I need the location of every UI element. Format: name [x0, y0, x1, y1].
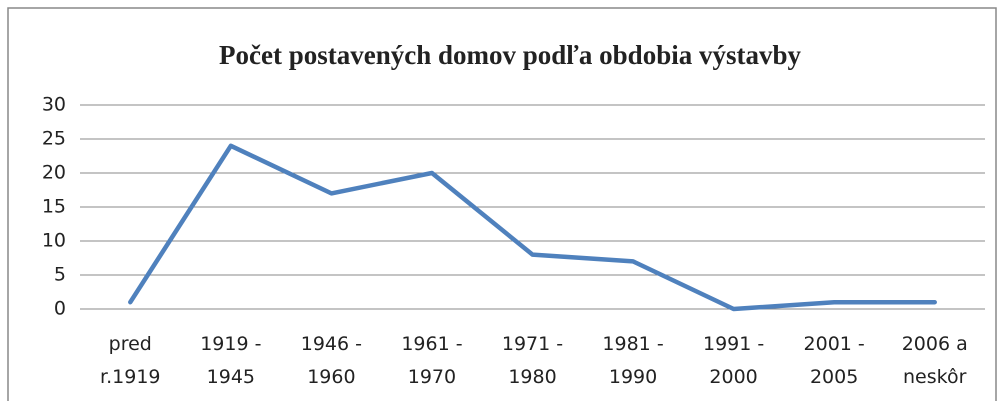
y-tick-label: 25 [42, 128, 66, 150]
data-line [128, 143, 937, 312]
y-tick-label: 5 [54, 264, 66, 286]
x-tick-label: 1946 - 1960 [300, 333, 362, 388]
x-tick-label: 2001 - 2005 [803, 333, 865, 388]
x-tick-label: 1981 - 1990 [602, 333, 664, 388]
y-tick-label: 30 [42, 94, 66, 116]
x-tick-label: 1961 - 1970 [401, 333, 463, 388]
y-tick-label: 15 [42, 196, 66, 218]
chart-title: Počet postavených domov podľa obdobia vý… [219, 40, 801, 70]
chart-frame [7, 7, 997, 401]
x-tick-label: 1971 - 1980 [501, 333, 564, 388]
y-tick-label: 0 [54, 298, 66, 320]
x-tick-label: 2006 a neskôr [901, 333, 968, 388]
y-tick-label: 10 [42, 230, 66, 252]
x-tick-label: 1991 - 2000 [702, 333, 765, 388]
y-tick-label: 20 [42, 162, 66, 184]
x-tick-label: pred r.1919 [100, 333, 161, 388]
x-tick-label: 1919 - 1945 [200, 333, 262, 388]
